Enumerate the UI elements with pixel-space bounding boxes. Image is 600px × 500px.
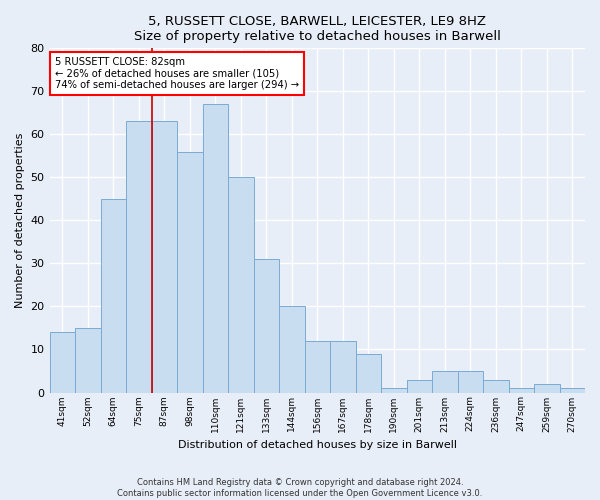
X-axis label: Distribution of detached houses by size in Barwell: Distribution of detached houses by size … — [178, 440, 457, 450]
Bar — [305, 341, 330, 392]
Bar — [381, 388, 407, 392]
Bar — [509, 388, 534, 392]
Bar — [152, 122, 177, 392]
Bar — [534, 384, 560, 392]
Bar — [560, 388, 585, 392]
Bar — [101, 199, 126, 392]
Title: 5, RUSSETT CLOSE, BARWELL, LEICESTER, LE9 8HZ
Size of property relative to detac: 5, RUSSETT CLOSE, BARWELL, LEICESTER, LE… — [134, 15, 501, 43]
Bar — [75, 328, 101, 392]
Bar — [279, 306, 305, 392]
Bar — [458, 371, 483, 392]
Bar — [254, 259, 279, 392]
Text: Contains HM Land Registry data © Crown copyright and database right 2024.
Contai: Contains HM Land Registry data © Crown c… — [118, 478, 482, 498]
Bar — [50, 332, 75, 392]
Y-axis label: Number of detached properties: Number of detached properties — [15, 132, 25, 308]
Bar — [228, 178, 254, 392]
Bar — [432, 371, 458, 392]
Bar — [407, 380, 432, 392]
Bar — [483, 380, 509, 392]
Text: 5 RUSSETT CLOSE: 82sqm
← 26% of detached houses are smaller (105)
74% of semi-de: 5 RUSSETT CLOSE: 82sqm ← 26% of detached… — [55, 57, 299, 90]
Bar — [177, 152, 203, 392]
Bar — [126, 122, 152, 392]
Bar — [330, 341, 356, 392]
Bar — [356, 354, 381, 393]
Bar — [203, 104, 228, 393]
